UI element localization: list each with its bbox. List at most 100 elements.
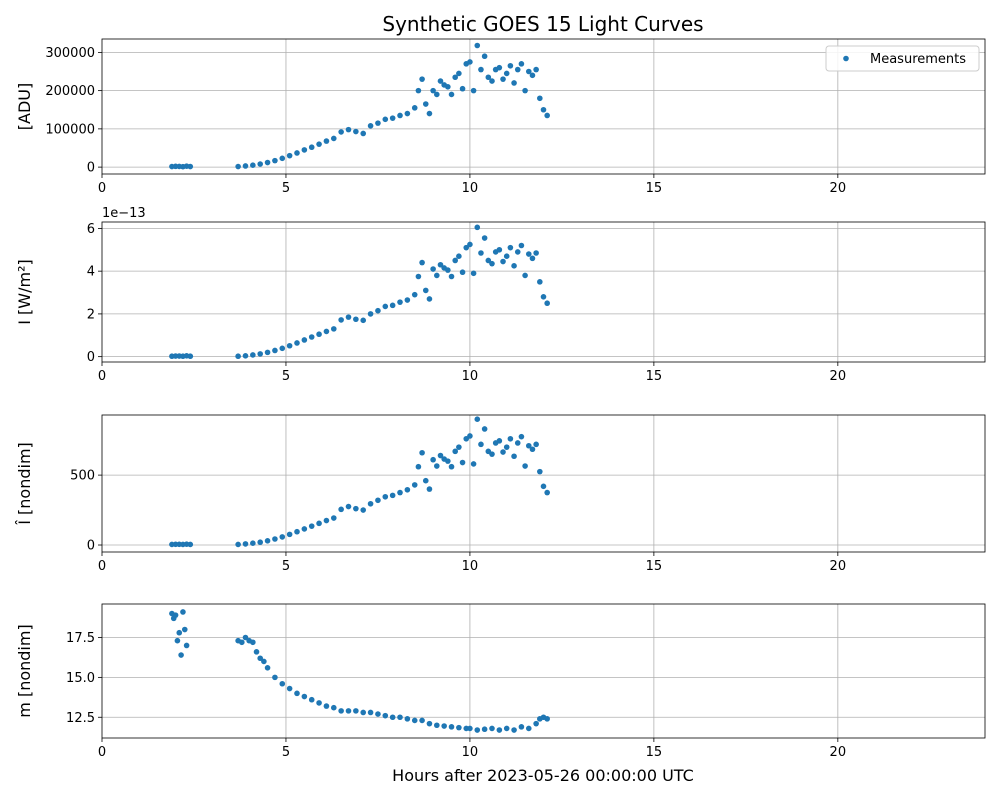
data-point [178, 652, 184, 658]
data-point [456, 444, 462, 450]
data-point [511, 263, 517, 269]
data-point [540, 294, 547, 300]
y-tick-label: 100000 [45, 122, 95, 137]
data-point [518, 433, 525, 440]
chart-title: Synthetic GOES 15 Light Curves [382, 12, 703, 36]
data-point [496, 438, 503, 444]
data-point [397, 489, 403, 496]
data-point [286, 685, 293, 692]
data-point [272, 536, 278, 542]
data-point [525, 251, 532, 257]
data-point [253, 649, 260, 655]
data-point [514, 249, 521, 255]
data-point [445, 458, 451, 464]
data-point [180, 609, 186, 615]
data-point [452, 257, 459, 264]
legend-label: Measurements [870, 52, 966, 67]
data-point [382, 303, 389, 310]
data-point [537, 468, 543, 475]
y-axis-label: Î [nondim] [15, 442, 34, 526]
data-point [294, 690, 300, 697]
data-point [338, 129, 344, 135]
data-point [529, 446, 536, 453]
data-point [389, 492, 396, 499]
x-tick-label: 0 [98, 745, 106, 760]
y-tick-label: 2 [87, 307, 95, 322]
data-point [518, 724, 525, 730]
x-tick-label: 20 [830, 559, 847, 574]
data-point [430, 266, 436, 272]
data-point [272, 347, 278, 354]
data-point [511, 727, 517, 733]
data-point [286, 342, 293, 349]
data-point [430, 87, 436, 94]
data-point [242, 163, 249, 169]
data-point [489, 451, 495, 457]
panel-frame [101, 414, 986, 553]
data-point [397, 714, 403, 721]
data-point [286, 531, 293, 538]
data-point [360, 317, 367, 324]
data-point [308, 144, 315, 151]
data-point [544, 489, 550, 496]
data-point [470, 461, 477, 467]
data-point [316, 331, 322, 338]
data-point [257, 351, 264, 357]
y-tick-label: 17.5 [66, 631, 95, 646]
data-point [434, 463, 440, 469]
data-point [419, 259, 425, 266]
data-point [382, 116, 389, 123]
data-point [308, 523, 315, 529]
data-point [426, 110, 433, 117]
data-point [537, 95, 543, 102]
data-point [360, 709, 367, 716]
data-point [500, 258, 506, 265]
data-point [470, 87, 477, 94]
y-axis-label: m [nondim] [15, 624, 34, 717]
data-point [279, 345, 286, 352]
data-point [481, 53, 488, 60]
data-point [345, 126, 352, 133]
data-point [422, 287, 429, 294]
x-tick-label: 5 [282, 181, 290, 196]
data-point [500, 76, 506, 82]
y-tick-label: 12.5 [66, 711, 95, 726]
data-point [294, 528, 300, 535]
x-tick-label: 15 [646, 181, 663, 196]
data-point [239, 639, 245, 646]
legend: Measurements [825, 45, 980, 72]
data-point [360, 130, 367, 137]
data-point [301, 693, 308, 700]
x-tick-label: 15 [646, 369, 663, 384]
data-point [264, 349, 271, 356]
x-tick-label: 20 [830, 181, 847, 196]
panel-3: 0 5 10 15 20 0 500 Î [nondim] [15, 414, 986, 574]
data-point [478, 66, 484, 73]
data-point [235, 541, 241, 548]
data-point [375, 711, 381, 717]
data-point [375, 307, 381, 314]
data-point [470, 270, 477, 277]
data-point [389, 714, 396, 721]
data-point [301, 526, 308, 532]
data-point [250, 540, 256, 546]
data-point [419, 76, 425, 82]
data-point [467, 725, 473, 732]
data-point [397, 112, 403, 119]
data-point [489, 725, 495, 732]
data-point [279, 155, 286, 162]
data-point [522, 463, 528, 469]
data-point [404, 486, 411, 493]
data-point [529, 255, 536, 262]
y-tick-label: 15.0 [66, 671, 95, 686]
x-tick-label: 10 [462, 745, 479, 760]
data-point [459, 85, 466, 92]
data-point [389, 302, 396, 309]
data-point [489, 260, 495, 267]
data-point [448, 91, 455, 98]
data-point [426, 486, 433, 492]
x-tick-label: 5 [282, 745, 290, 760]
data-point [503, 444, 510, 450]
data-point [544, 300, 550, 307]
data-point [437, 261, 444, 268]
